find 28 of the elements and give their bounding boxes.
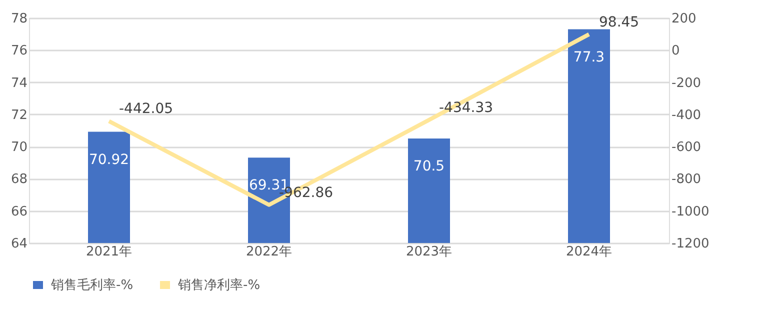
data-label: -434.33 bbox=[439, 100, 494, 116]
y2-tick-label: -200 bbox=[672, 76, 702, 91]
y-tick-label: 72 bbox=[10, 108, 28, 123]
x-tick-label: 2023年 bbox=[406, 244, 452, 260]
y2-tick-label: -800 bbox=[672, 172, 702, 188]
x-tick-label: 2021年 bbox=[86, 244, 132, 260]
y2-tick-label: -400 bbox=[672, 108, 702, 123]
data-label: 98.45 bbox=[599, 14, 640, 30]
data-label: 70.92 bbox=[88, 152, 130, 168]
y-tick-label: 76 bbox=[10, 44, 28, 59]
y2-tick-label: 0 bbox=[672, 44, 680, 59]
y2-tick-label: -1200 bbox=[672, 236, 710, 252]
y-tick-label: 66 bbox=[10, 204, 28, 220]
y-tick-label: 64 bbox=[10, 236, 28, 252]
y2-tick-label: 200 bbox=[672, 12, 696, 26]
data-label: 70.5 bbox=[413, 158, 445, 175]
x-tick-label: 2022年 bbox=[246, 244, 292, 260]
y-tick-label: 68 bbox=[10, 172, 28, 188]
y-tick-label: 70 bbox=[10, 140, 28, 156]
y2-tick-label: -600 bbox=[672, 140, 702, 156]
x-tick-label: 2024年 bbox=[566, 244, 612, 260]
y-tick-label: 78 bbox=[10, 12, 28, 26]
legend-label: 销售净利率-% bbox=[177, 277, 260, 293]
data-label: 77.3 bbox=[573, 49, 605, 66]
data-label: -442.05 bbox=[119, 101, 174, 118]
y2-tick-label: -1000 bbox=[672, 204, 710, 220]
y-tick-label: 74 bbox=[10, 76, 28, 91]
legend-label: 销售毛利率-% bbox=[50, 277, 134, 293]
